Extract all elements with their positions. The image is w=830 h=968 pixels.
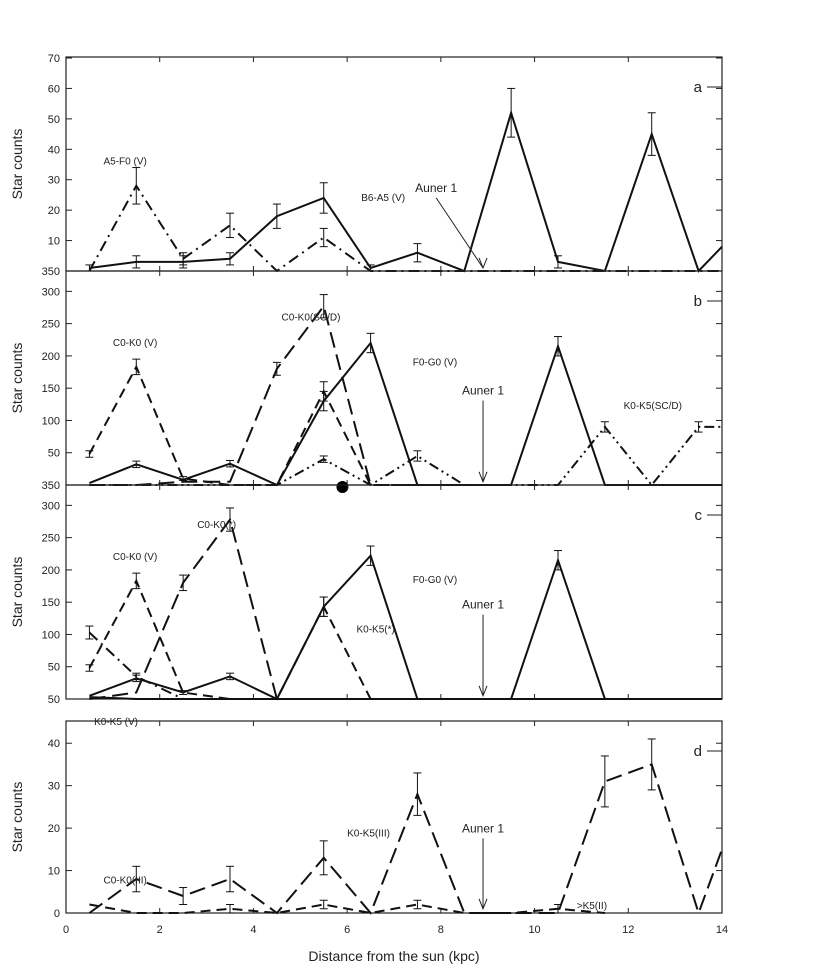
panel-a-ytick-label: 30 — [48, 175, 60, 187]
panel-c-series-line — [89, 553, 722, 701]
panel-b-marker — [336, 481, 349, 493]
panel-a-series-label: A5-F0 (V) — [103, 157, 146, 168]
panel-d-ytick-label: 0 — [54, 908, 60, 920]
panel-a-series-line — [88, 183, 722, 273]
panel-c-frame — [65, 484, 723, 700]
panel-c-baseline-label: 50 — [48, 694, 60, 706]
panel-c-series-label: C0-K0 (V) — [113, 552, 157, 563]
panel-a-auner-arrowhead — [478, 257, 488, 270]
panel-c-series-label: K0-K5 (V) — [94, 717, 138, 728]
panel-b-ytick-label: 50 — [48, 448, 60, 460]
x-tick-label: 8 — [438, 924, 444, 936]
panel-b-auner-label: Auner 1 — [462, 384, 504, 398]
x-tick-label: 12 — [622, 924, 634, 936]
panel-a-ytick-label: 50 — [48, 114, 60, 126]
panel-d-ylabel: Star counts — [9, 782, 25, 853]
panel-c-ytick-label: 150 — [42, 597, 60, 609]
panel-c-letter: c — [695, 507, 703, 524]
panel-d-series-label: K0-K5(III) — [347, 829, 390, 840]
panel-c-ytick-label: 100 — [42, 629, 60, 641]
panel-a-auner-arrow — [435, 197, 484, 269]
panel-d-series-label: >K5(II) — [577, 901, 607, 912]
panel-c-auner-label: Auner 1 — [462, 598, 504, 612]
panel-d-auner-label: Auner 1 — [462, 821, 504, 835]
panel-c-series-line — [89, 696, 722, 700]
panel-a-ytick-label: 40 — [48, 144, 60, 156]
x-tick-label: 2 — [157, 924, 163, 936]
panel-b-series-label: F0-G0 (V) — [413, 358, 457, 369]
panel-b-frame — [65, 270, 723, 486]
panel-b-ytick-label: 100 — [42, 415, 60, 427]
panel-b-ytick-label: 150 — [42, 383, 60, 395]
panel-c-series-label: C0-K0(*) — [197, 520, 236, 531]
panel-a-series-line — [89, 109, 723, 273]
panel-a-ytick-label: 60 — [48, 83, 60, 95]
panel-a-frame — [65, 56, 723, 272]
panel-c-auner-arrowhead — [478, 685, 488, 698]
panel-c-ytick-label: 300 — [42, 500, 60, 512]
panel-b-ytick-label: 200 — [42, 351, 60, 363]
panel-b-baseline-label: 350 — [42, 480, 60, 492]
panel-c-ylabel: Star counts — [9, 557, 25, 628]
x-tick-label: 14 — [716, 924, 728, 936]
panel-c-ytick-label: 50 — [48, 662, 60, 674]
x-tick-label: 10 — [528, 924, 540, 936]
panel-b-series-label: K0-K5(SC/D) — [624, 401, 682, 412]
panel-c-series-line — [89, 517, 371, 700]
panel-d-letter: d — [694, 743, 702, 760]
x-tick-label: 0 — [63, 924, 69, 936]
panel-c-ytick-label: 250 — [42, 533, 60, 545]
panel-d-ytick-label: 30 — [48, 781, 60, 793]
x-axis-label: Distance from the sun (kpc) — [308, 948, 479, 964]
panel-d-frame — [65, 720, 723, 914]
panel-b-series-line — [89, 340, 722, 487]
panel-c-series-label: F0-G0 (V) — [413, 575, 457, 586]
x-tick-label: 6 — [344, 924, 350, 936]
panel-b-ylabel: Star counts — [9, 343, 25, 414]
panel-a-baseline-label: 350 — [42, 266, 60, 278]
panel-d-ytick-label: 20 — [48, 823, 60, 835]
panel-d-series-label: C0-K0(III) — [103, 875, 146, 886]
panel-a-letter: a — [694, 79, 703, 96]
panel-b-ytick-label: 250 — [42, 319, 60, 331]
panel-d-series-line — [89, 903, 605, 915]
panel-a-ytick-label: 70 — [48, 53, 60, 65]
panel-b-series-label: C0-K0 (V) — [113, 338, 157, 349]
panel-a-ytick-label: 10 — [48, 236, 60, 248]
panel-a-series-label: B6-A5 (V) — [361, 193, 405, 204]
panel-c-ytick-label: 200 — [42, 565, 60, 577]
panel-d-ytick-label: 40 — [48, 738, 60, 750]
panel-a-ytick-label: 20 — [48, 205, 60, 217]
panel-b-letter: b — [694, 293, 702, 310]
panel-b-ytick-label: 300 — [42, 286, 60, 298]
panel-a-auner-label: Auner 1 — [415, 181, 457, 195]
x-tick-label: 4 — [250, 924, 256, 936]
panel-d-series-line — [88, 763, 723, 917]
panel-b-series-label: C0-K0(SC/D) — [282, 312, 341, 323]
panel-c-series-label: K0-K5(*) — [357, 625, 395, 636]
panel-b-auner-arrowhead — [478, 471, 488, 484]
panel-a-ylabel: Star counts — [9, 129, 25, 200]
panel-d-auner-arrowhead — [478, 898, 488, 911]
panel-d-ytick-label: 10 — [48, 866, 60, 878]
